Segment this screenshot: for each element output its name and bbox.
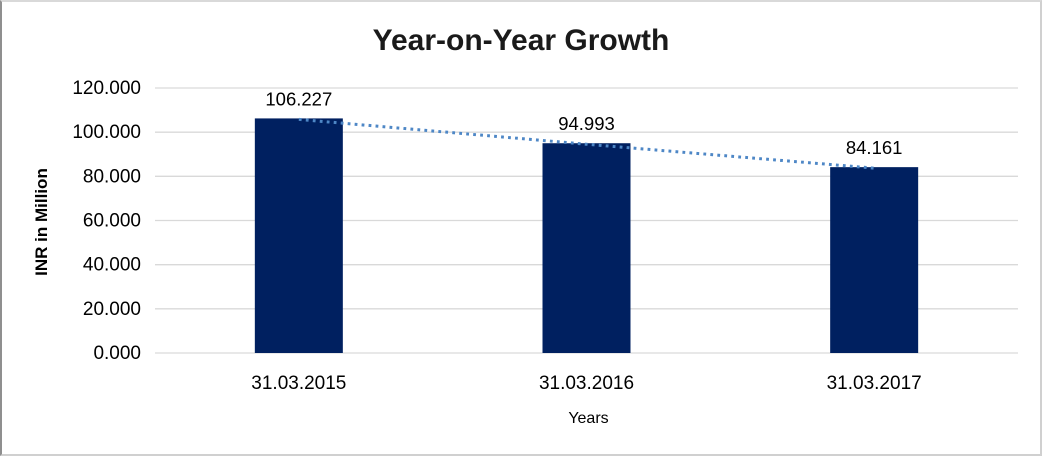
y-tick-label: 60.000 xyxy=(83,211,141,232)
x-tick-label: 31.03.2016 xyxy=(539,373,634,394)
x-tick-label: 31.03.2015 xyxy=(251,373,346,394)
bar-value-label: 94.993 xyxy=(558,113,615,134)
chart-title: Year-on-Year Growth xyxy=(372,24,670,57)
x-axis-title: Years xyxy=(568,410,609,427)
y-tick-label: 0.000 xyxy=(93,343,141,364)
bar xyxy=(542,143,631,353)
y-tick-label: 100.000 xyxy=(72,122,141,143)
y-tick-label: 20.000 xyxy=(83,299,141,320)
bar xyxy=(254,118,343,353)
bar-value-label: 106.227 xyxy=(265,88,332,109)
y-tick-label: 40.000 xyxy=(83,255,141,276)
bar-value-label: 84.161 xyxy=(846,137,903,158)
trendline xyxy=(298,117,875,170)
y-tick-label: 80.000 xyxy=(83,166,141,187)
y-tick-label: 120.000 xyxy=(72,78,141,99)
x-tick-label: 31.03.2017 xyxy=(827,373,922,394)
bar xyxy=(830,167,919,353)
